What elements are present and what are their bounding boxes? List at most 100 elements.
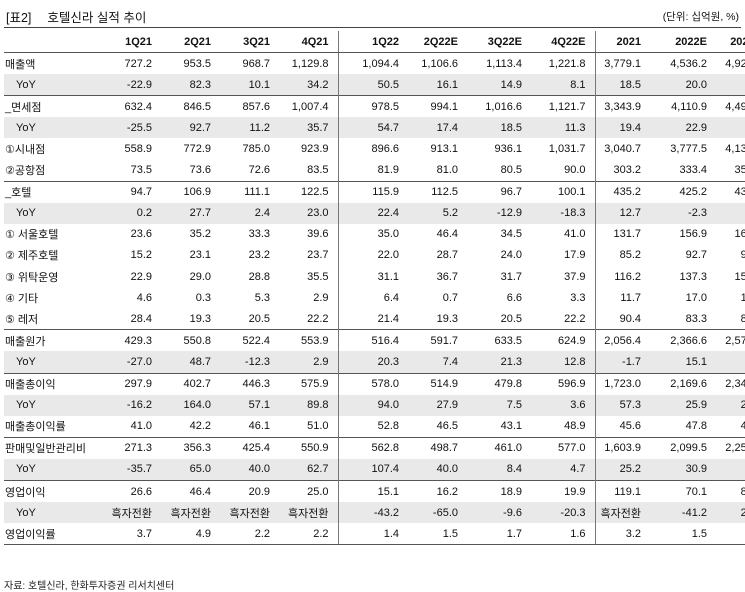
table-cell: 70.1: [650, 479, 716, 503]
table-cell: 1,603.9: [595, 436, 650, 459]
table-cell: 73.6: [189, 164, 211, 177]
table-cell: 72.6: [248, 164, 270, 177]
table-cell: 48.9: [531, 415, 596, 438]
row-label: ①시내점: [5, 144, 46, 157]
row-label: 매출총이익: [4, 372, 104, 395]
table-cell: 4.7: [531, 458, 596, 481]
table-cell: 39.6: [279, 223, 339, 245]
table-cell: 흑자전환: [104, 502, 161, 524]
table-cell: 57.1: [220, 394, 279, 416]
table-cell: 85.2: [619, 249, 641, 262]
table-row: 판매및일반관리비 271.3 356.3 425.4 550.9 562.8 498.7 46…: [4, 436, 745, 459]
table-cell: 65.0: [161, 458, 220, 481]
unit-label: (단위: 십억원, %): [662, 11, 739, 23]
table-cell: 553.9: [279, 329, 339, 352]
table-cell: 33.3: [248, 228, 270, 241]
row-label: YoY: [4, 394, 104, 416]
table-cell: 896.6: [371, 143, 399, 156]
table-cell: 7.5: [716, 458, 745, 481]
table-cell: 429.3: [104, 329, 161, 352]
table-cell: 923.9: [279, 138, 339, 160]
table-row: YoY -16.2 164.0 57.1 89.8 94.0 27.9 7.5 3.6 57.3 2…: [4, 394, 745, 416]
table-cell: 19.1: [740, 291, 745, 304]
table-cell: 4,136.5: [725, 143, 745, 156]
table-cell: 4,536.2: [670, 57, 707, 70]
table-cell: 727.2: [124, 57, 152, 70]
table-cell: 19.9: [531, 479, 596, 503]
table-cell: 22.2: [531, 308, 596, 330]
table-cell: -35.7: [104, 458, 161, 481]
table-cell: 936.1: [494, 143, 522, 156]
table-cell: 550.8: [161, 329, 220, 352]
table-cell: 62.7: [279, 458, 339, 481]
table-cell: -1.7: [595, 351, 650, 373]
table-cell: 8.4: [467, 458, 531, 481]
table-cell: 4.9: [161, 523, 220, 546]
table-cell: 18.5: [595, 74, 650, 96]
table-row: YoY -25.5 92.7 11.2 35.7 54.7 17.4 18.5 11.3 19.4…: [4, 117, 745, 139]
table-cell: 425.4: [220, 436, 279, 459]
table-cell: 2.9: [279, 287, 339, 309]
column-header: 2022E: [650, 31, 716, 54]
table-cell: 41.0: [531, 223, 596, 245]
table-cell: 18.9: [467, 479, 531, 503]
row-label: YoY: [4, 458, 104, 481]
table-cell: 3,343.9: [595, 95, 650, 118]
table-cell: 27.9: [408, 394, 467, 416]
table-row: ⑤ 레저 28.4 19.3 20.5 22.2 21.4 19.3 20.5 22.2 90.4…: [4, 308, 745, 330]
table-cell: 25.0: [279, 479, 339, 503]
table-cell: -43.2: [338, 502, 408, 524]
table-cell: 51.0: [279, 415, 339, 438]
table-cell: 624.9: [531, 329, 596, 352]
table-cell: 846.5: [161, 95, 220, 118]
table-cell: 30.9: [650, 458, 716, 481]
table-cell: 88.3: [716, 479, 745, 503]
table-cell: 21.3: [467, 351, 531, 373]
table-title-text: 호텔신라 실적 추이: [47, 11, 147, 25]
table-cell: 2,366.6: [650, 329, 716, 352]
table-cell: 12.7: [595, 202, 650, 224]
table-row: ① 서울호텔 23.6 35.2 33.3 39.6 35.0 46.4 34.5 41.0 13…: [4, 223, 745, 245]
table-cell: 20.0: [650, 74, 716, 96]
table-cell: 46.1: [248, 420, 270, 433]
table-cell: 116.2: [614, 270, 641, 283]
row-label: _호텔: [4, 180, 104, 203]
table-cell: 28.8: [248, 270, 270, 283]
table-cell: 82.3: [161, 74, 220, 96]
table-cell: 83.5: [279, 159, 339, 182]
table-cell: 23.2: [248, 249, 270, 262]
table-cell: 107.4: [338, 458, 408, 481]
table-cell: -18.3: [531, 202, 596, 224]
table-cell: 1,016.6: [467, 95, 531, 118]
table-cell: 흑자전환: [595, 502, 650, 524]
table-cell: 57.3: [595, 394, 650, 416]
table-cell: 22.9: [650, 117, 716, 139]
table-cell: 52.8: [377, 420, 399, 433]
table-cell: 3.3: [531, 287, 596, 309]
table-cell: 522.4: [220, 329, 279, 352]
table-cell: 22.2: [279, 308, 339, 330]
table-cell: 1.2: [716, 202, 745, 224]
table-cell: 356.3: [161, 436, 220, 459]
table-cell: 94.7: [104, 180, 161, 203]
table-cell: 46.5: [436, 420, 458, 433]
table-cell: 23.6: [130, 228, 152, 241]
table-cell: 15.1: [338, 479, 408, 503]
table-cell: 92.7: [161, 117, 220, 139]
table-cell: 3.7: [104, 523, 161, 546]
table-cell: 47.7: [740, 420, 745, 433]
table-cell: 2,169.6: [650, 372, 716, 395]
table-cell: -9.6: [467, 502, 531, 524]
table-cell: 23.0: [279, 202, 339, 224]
table-cell: 333.4: [679, 164, 707, 177]
table-cell: 19.3: [436, 312, 458, 325]
table-cell: 2.2: [220, 523, 279, 546]
table-cell: 112.5: [408, 180, 467, 203]
row-label: _면세점: [4, 95, 104, 118]
table-cell: 5.2: [408, 202, 467, 224]
table-cell: 35.5: [279, 266, 339, 288]
table-row: 매출총이익 297.9 402.7 446.3 575.9 578.0 514.9 479.8…: [4, 372, 745, 395]
table-cell: 303.2: [613, 164, 641, 177]
table-row: 영업이익 26.6 46.4 20.9 25.0 15.1 16.2 18.9 19.9 119.…: [4, 479, 745, 503]
